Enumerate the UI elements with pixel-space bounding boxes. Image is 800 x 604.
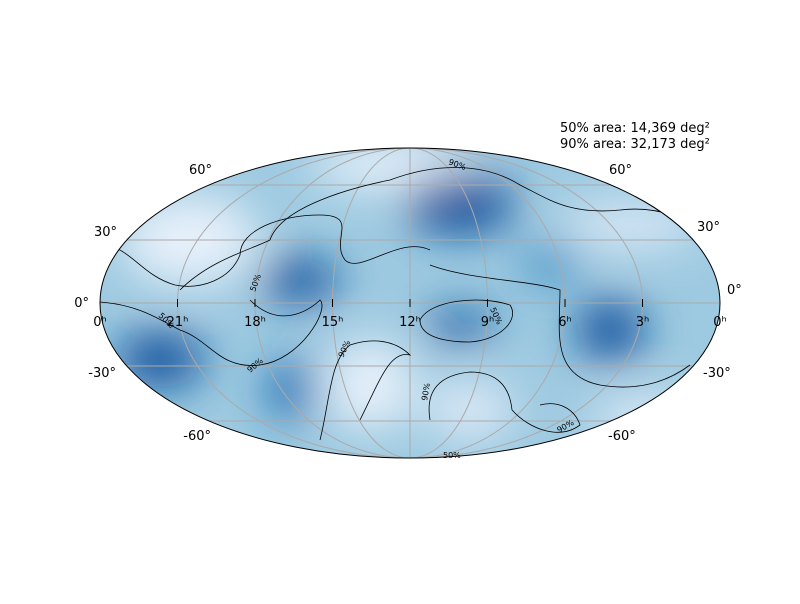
contours <box>100 167 720 441</box>
lat-label: -30° <box>703 366 731 381</box>
ra-label: 0ʰ <box>713 315 727 330</box>
lat-label: 0° <box>74 296 89 311</box>
area-annotation: 90% area: 32,173 deg² <box>560 137 710 152</box>
ra-label: 21ʰ <box>167 315 189 330</box>
contour-label: 90% <box>420 382 432 401</box>
lat-label: -60° <box>183 429 211 444</box>
ra-ticks <box>177 299 643 307</box>
ra-label: 12ʰ <box>399 315 421 330</box>
area-annotation: 50% area: 14,369 deg² <box>560 121 710 136</box>
ra-label: 0ʰ <box>93 315 107 330</box>
lat-label: -30° <box>88 366 116 381</box>
lat-label: 30° <box>94 225 117 240</box>
lat-label: 60° <box>189 163 212 178</box>
lat-label: 60° <box>609 163 632 178</box>
ra-label: 6ʰ <box>558 315 572 330</box>
ra-label: 9ʰ <box>481 315 495 330</box>
lat-label: 30° <box>697 220 720 235</box>
ra-label: 3ʰ <box>636 315 650 330</box>
axis-labels: 60° 30° 0° -30° -60° 60° 30° 0° -30° -60° 0ʰ 21ʰ 18ʰ… <box>74 163 742 444</box>
ra-label: 15ʰ <box>322 315 344 330</box>
lat-label: 0° <box>727 283 742 298</box>
lat-label: -60° <box>608 429 636 444</box>
ra-label: 18ʰ <box>244 315 266 330</box>
contour-label: 50% <box>443 451 461 460</box>
sky-outline <box>99 147 721 459</box>
